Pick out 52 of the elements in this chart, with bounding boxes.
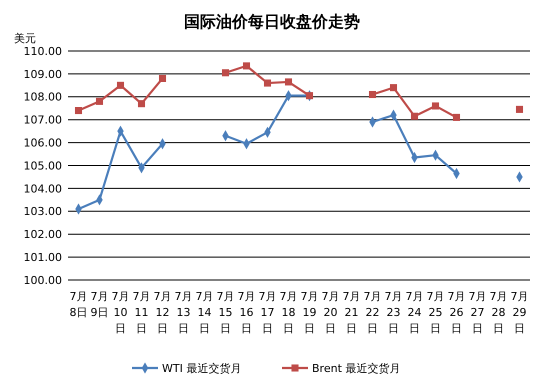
y-tick-label: 105.00	[24, 159, 62, 172]
point	[96, 98, 104, 105]
point	[284, 78, 292, 86]
x-tick-label: 7月26日	[448, 290, 466, 335]
y-tick-label: 108.00	[24, 90, 62, 104]
chart-title: 国际油价每日收盘价走势	[184, 12, 360, 31]
point	[242, 62, 250, 70]
point	[452, 114, 460, 121]
x-tick-label: 7月17日	[258, 290, 276, 335]
x-tick-label: 7月10日	[112, 290, 130, 335]
y-axis-title: 美元	[14, 32, 36, 45]
legend-label: Brent 最近交货月	[312, 362, 400, 375]
x-tick-label: 7月15日	[216, 290, 234, 335]
x-tick-label: 7月22日	[364, 290, 382, 335]
x-tick-label: 7月13日	[174, 290, 192, 335]
point	[390, 84, 398, 92]
legend-label: WTI 最近交货月	[162, 362, 242, 375]
x-tick-label: 7月25日	[426, 290, 444, 335]
y-tick-label: 102.00	[24, 228, 62, 242]
x-tick-label: 7月11日	[132, 290, 150, 335]
x-tick-label: 7月23日	[384, 290, 402, 335]
point	[368, 90, 376, 98]
point	[264, 80, 272, 87]
x-tick-label: 7月16日	[238, 290, 256, 335]
point	[116, 82, 124, 89]
y-tick-label: 107.00	[24, 114, 62, 127]
y-tick-label: 109.00	[24, 68, 62, 81]
point	[516, 106, 524, 113]
x-tick-label: 7月14日	[196, 290, 214, 335]
point	[74, 107, 82, 114]
point	[222, 69, 230, 76]
x-tick-label: 7月18日	[280, 290, 298, 335]
x-tick-label: 7月27日	[468, 290, 486, 335]
x-tick-label: 7月20日	[322, 290, 340, 335]
x-tick-label: 7月8日	[70, 290, 88, 319]
y-tick-label: 106.00	[24, 136, 62, 150]
x-tick-label: 7月19日	[300, 290, 318, 335]
x-tick-label: 7月29日	[510, 290, 528, 335]
x-tick-label: 7月9日	[90, 290, 108, 319]
x-tick-label: 7月12日	[154, 290, 172, 335]
point	[138, 100, 146, 108]
y-tick-label: 101.00	[24, 250, 62, 264]
y-tick-label: 103.00	[24, 205, 62, 218]
point	[410, 112, 418, 120]
y-tick-label: 100.00	[24, 274, 62, 287]
y-tick-label: 110.00	[24, 44, 62, 58]
x-tick-label: 7月21日	[342, 290, 360, 335]
point	[432, 102, 440, 110]
y-tick-label: 104.00	[24, 182, 62, 196]
point	[158, 74, 166, 82]
x-tick-label: 7月28日	[490, 290, 508, 335]
x-tick-label: 7月24日	[406, 290, 424, 335]
